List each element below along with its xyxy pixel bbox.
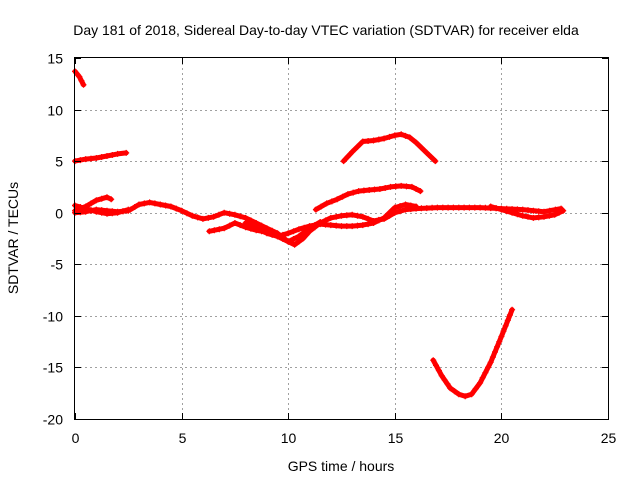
- chart-title: Day 181 of 2018, Sidereal Day-to-day VTE…: [73, 22, 579, 38]
- series-arc-12: [430, 306, 516, 400]
- series-arc-1: [72, 68, 87, 88]
- x-tick-label: 20: [494, 430, 510, 446]
- series-markers: [312, 182, 424, 213]
- x-tick-label: 25: [601, 430, 617, 446]
- series-arc-6: [127, 199, 324, 245]
- y-tick-label: 5: [55, 154, 63, 170]
- series-arc-10: [487, 203, 567, 221]
- grid-lines: [75, 58, 608, 419]
- y-tick-label: 15: [47, 51, 63, 67]
- y-tick-label: 10: [47, 103, 63, 119]
- x-tick-label: 15: [388, 430, 404, 446]
- series-arc-7: [206, 201, 420, 240]
- series-markers: [487, 203, 567, 221]
- series-markers: [127, 199, 324, 245]
- series-line: [127, 199, 323, 245]
- data-series: [72, 68, 567, 400]
- y-tick-label: -20: [43, 412, 63, 428]
- series-markers: [340, 131, 439, 165]
- y-tick-label: -15: [43, 360, 63, 376]
- x-axis-label: GPS time / hours: [288, 458, 395, 474]
- plot-frame: [74, 57, 609, 420]
- y-tick-label: 0: [55, 206, 63, 222]
- x-tick-label: 5: [179, 430, 187, 446]
- series-markers: [430, 306, 516, 400]
- y-axis-label: SDTVAR / TECUs: [5, 182, 21, 294]
- series-arc-9: [312, 182, 424, 213]
- x-tick-label: 0: [72, 430, 80, 446]
- x-tick-label: 10: [281, 430, 297, 446]
- y-tick-label: -10: [43, 309, 63, 325]
- axis-ticks: 0 5 10 15 20 25 -20 -15 -10 -5 0 5 10 15: [43, 51, 617, 447]
- y-tick-label: -5: [51, 257, 64, 273]
- series-arc-8: [242, 204, 565, 248]
- series-markers: [242, 204, 565, 248]
- series-arc-11: [340, 131, 439, 165]
- series-line: [430, 307, 515, 399]
- series-markers: [206, 201, 420, 240]
